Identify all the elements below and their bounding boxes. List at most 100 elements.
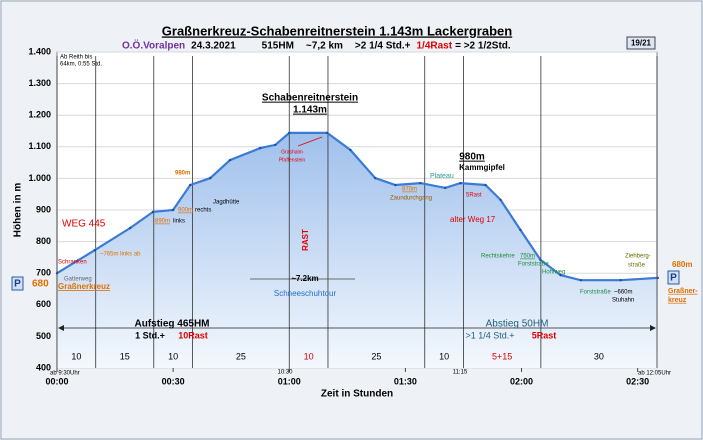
segment-label: 10 bbox=[439, 351, 449, 361]
y-tick-label: 1.200 bbox=[28, 110, 51, 120]
annotation: Pfaffenstein bbox=[279, 157, 306, 163]
profile-point bbox=[559, 273, 562, 277]
subtitle-part: O.Ö.Voralpen bbox=[122, 39, 185, 52]
parking-right: P bbox=[670, 273, 677, 284]
annotation: 890m bbox=[155, 219, 170, 225]
y-tick-label: 1.000 bbox=[28, 173, 51, 183]
segment-label: 25 bbox=[371, 351, 381, 361]
profile-point bbox=[579, 278, 582, 282]
annotation: ~660m bbox=[614, 290, 633, 296]
profile-point bbox=[444, 186, 447, 190]
annotation: 680 bbox=[32, 279, 49, 290]
y-tick-label: 1.100 bbox=[28, 141, 51, 151]
annotation: Rechtskehre bbox=[481, 254, 515, 260]
annotation: 64km, 0:55 Std. bbox=[60, 62, 102, 68]
subtitle-part: ~7,2 km bbox=[306, 41, 343, 52]
annotation: rechts bbox=[195, 208, 211, 214]
profile-point bbox=[459, 181, 462, 185]
y-tick-label: 400 bbox=[36, 362, 51, 372]
x-tick-label: 02:00 bbox=[510, 376, 533, 386]
annotation: 1.143m bbox=[293, 105, 327, 116]
annotation: RAST bbox=[301, 229, 310, 251]
profile-point bbox=[128, 226, 132, 230]
segment-label: 15 bbox=[120, 351, 130, 361]
profile-point bbox=[188, 183, 192, 187]
profile-point bbox=[484, 183, 487, 187]
segment-label: 10 bbox=[71, 351, 81, 361]
profile-point bbox=[151, 210, 155, 214]
annotation: 10:30 bbox=[277, 370, 293, 376]
annotation: 680m bbox=[672, 260, 692, 269]
profile-point bbox=[394, 183, 397, 187]
subtitle-part: >2 1/4 Std.+ bbox=[355, 41, 411, 52]
subtitle-part: = >2 1/2Std. bbox=[455, 41, 511, 52]
subtitle-part: 1/4Rast bbox=[417, 41, 453, 52]
annotation: 11:15 bbox=[453, 370, 468, 376]
y-axis-label: Höhen in m bbox=[13, 183, 24, 238]
x-tick-label: 02:30 bbox=[626, 376, 649, 386]
annotation: 980m bbox=[459, 152, 485, 163]
annotation: Hohlweg bbox=[542, 270, 565, 276]
annotation: Forststraße bbox=[518, 262, 549, 268]
profile-point bbox=[656, 276, 659, 280]
annotation: WEG 445 bbox=[62, 219, 106, 230]
annotation: Stuhahn bbox=[612, 298, 634, 304]
annotation: >1 1/4 Std.+ bbox=[465, 330, 514, 340]
annotation: 870m bbox=[402, 187, 417, 193]
annotation: Graßner- bbox=[668, 288, 698, 295]
annotation: Ab Reith bis bbox=[60, 55, 92, 61]
segment-label: 30 bbox=[594, 351, 604, 361]
annotation: kreuz bbox=[668, 297, 687, 304]
annotation: Aufstieg 465HM bbox=[134, 319, 209, 330]
annotation: alter Weg 17 bbox=[450, 215, 496, 224]
annotation: links bbox=[173, 219, 185, 225]
profile-point bbox=[288, 131, 291, 135]
parking-box bbox=[11, 276, 24, 291]
annotation: Schneeschuhtour bbox=[274, 289, 337, 298]
profile-point bbox=[55, 272, 59, 275]
annotation: Kammgipfel bbox=[459, 163, 505, 172]
profile-point bbox=[349, 148, 352, 152]
parking-box bbox=[667, 270, 680, 285]
annotation: Graßnerkreuz bbox=[58, 282, 110, 291]
profile-point bbox=[93, 248, 97, 252]
profile-point bbox=[539, 258, 542, 262]
annotation: Zaundurchgang bbox=[390, 196, 432, 202]
badge-box bbox=[626, 36, 656, 50]
segment-label: 5+15 bbox=[492, 351, 512, 361]
annotation: 900m bbox=[178, 208, 193, 214]
subtitle-part: 24.3.2021 bbox=[191, 41, 236, 52]
area-fill bbox=[57, 132, 658, 368]
x-tick-label: 01:30 bbox=[394, 376, 417, 386]
annotation: ~7.2km bbox=[291, 274, 318, 283]
annotation: Plateau bbox=[430, 173, 454, 180]
pointer bbox=[297, 136, 323, 147]
x-tick-label: 00:30 bbox=[162, 376, 185, 386]
annotation: Forststraße bbox=[580, 290, 611, 296]
annotation: ab 12:05Uhr bbox=[638, 371, 671, 377]
profile-point bbox=[209, 176, 212, 180]
chart-title: Graßnerkreuz-Schabenreitnerstein 1.143m … bbox=[162, 23, 512, 38]
subtitle-part: 515HM bbox=[262, 41, 294, 52]
profile-point bbox=[499, 198, 502, 202]
annotation: Abstieg 50HM bbox=[486, 319, 549, 330]
annotation: ~765m links ab bbox=[100, 252, 141, 258]
annotation: Grashalm bbox=[281, 149, 303, 155]
profile-point bbox=[419, 181, 422, 185]
parking-left: P bbox=[14, 279, 21, 290]
y-tick-label: 900 bbox=[36, 204, 51, 214]
y-tick-label: 1.300 bbox=[28, 78, 51, 88]
annotation: 5Rast bbox=[466, 193, 482, 199]
annotation: Jagdhütte bbox=[213, 200, 240, 206]
profile-line bbox=[56, 131, 658, 282]
profile-point bbox=[259, 146, 262, 150]
profile-point bbox=[619, 278, 622, 282]
annotation: 980m bbox=[175, 171, 190, 177]
annotation: 1 Std.+ bbox=[135, 330, 165, 340]
x-axis-label: Zeit in Stunden bbox=[321, 389, 393, 400]
segment-label: 10 bbox=[168, 351, 178, 361]
annotation: ab 9:30Uhr bbox=[50, 371, 80, 377]
annotation: 5Rast bbox=[532, 330, 557, 340]
